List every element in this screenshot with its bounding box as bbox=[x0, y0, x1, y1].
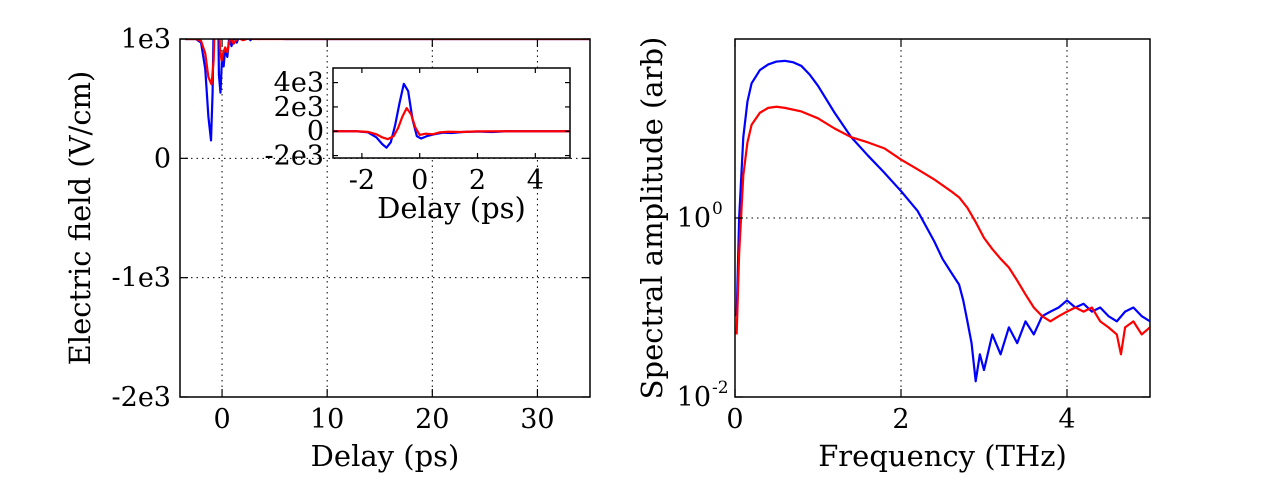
y-axis-label: Electric field (V/cm) bbox=[63, 71, 97, 366]
series-line-red bbox=[185, 39, 590, 86]
y-tick-label: 10 bbox=[677, 382, 711, 413]
y-tick-label-base: 10 bbox=[677, 382, 711, 413]
x-tick-label: 30 bbox=[520, 404, 554, 435]
y-tick-label-base: 10 bbox=[677, 203, 711, 234]
x-axis-label: Delay (ps) bbox=[311, 439, 460, 473]
axis-frame bbox=[179, 38, 591, 398]
y-tick-label: 4e3 bbox=[274, 68, 324, 99]
inset-background bbox=[333, 68, 570, 158]
y-tick-label: -2e3 bbox=[265, 141, 324, 172]
axis-frame bbox=[332, 67, 571, 159]
x-tick-label: 0 bbox=[726, 404, 743, 435]
y-tick-label: 2e3 bbox=[274, 92, 324, 123]
y-tick-label: 0 bbox=[154, 143, 171, 174]
y-tick-label: -1e3 bbox=[112, 263, 171, 294]
y-tick-label: 1e3 bbox=[121, 24, 171, 55]
x-tick-label: 10 bbox=[310, 404, 344, 435]
series-line-blue bbox=[735, 59, 1150, 383]
y-tick-label: 10 bbox=[677, 203, 711, 234]
x-tick-label: 2 bbox=[892, 404, 909, 435]
x-tick-label: 2 bbox=[469, 165, 486, 196]
x-axis-label: Frequency (THz) bbox=[818, 439, 1067, 473]
x-tick-label: 20 bbox=[415, 404, 449, 435]
y-axis-label: Spectral amplitude (arb) bbox=[635, 37, 669, 400]
x-tick-label: -2 bbox=[349, 165, 375, 196]
y-tick-label: -2e3 bbox=[112, 382, 171, 413]
series-line-red bbox=[333, 107, 570, 141]
y-tick-label-exponent: -2 bbox=[712, 378, 729, 398]
x-tick-label: 0 bbox=[213, 404, 230, 435]
y-tick-label-exponent: 0 bbox=[712, 199, 723, 219]
series-line-red bbox=[735, 105, 1150, 356]
y-tick-label: 0 bbox=[307, 116, 324, 147]
x-tick-label: 4 bbox=[527, 165, 544, 196]
x-axis-label: Delay (ps) bbox=[377, 191, 526, 225]
x-tick-label: 0 bbox=[411, 165, 428, 196]
x-tick-label: 4 bbox=[1058, 404, 1075, 435]
